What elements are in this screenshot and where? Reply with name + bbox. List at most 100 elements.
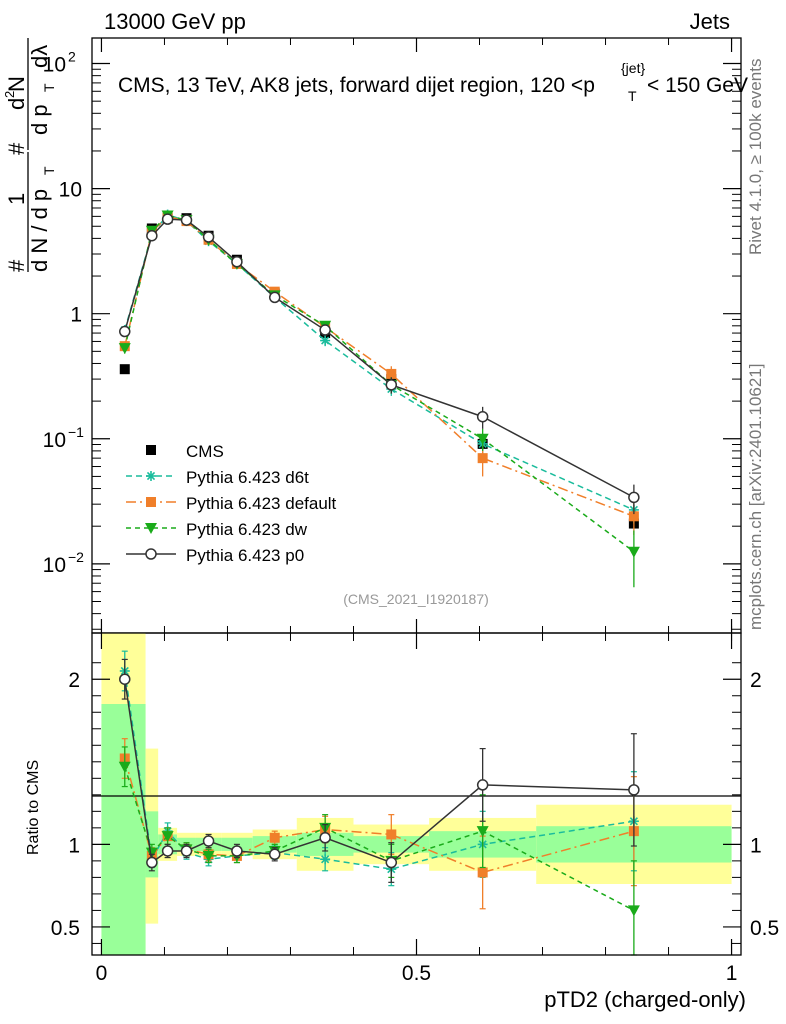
data-point: [118, 343, 131, 355]
main-panel-frame: [91, 37, 742, 634]
data-point: [477, 453, 488, 464]
legend-entry: Pythia 6.423 d6t: [126, 468, 309, 487]
ylabel-dN-dpT: d N / d p: [27, 189, 52, 272]
data-point: [231, 256, 243, 268]
legend-label: Pythia 6.423 p0: [186, 546, 304, 565]
main-y-tick-exponent: −2: [68, 549, 84, 565]
data-point: [628, 511, 639, 522]
legend-marker: [146, 445, 156, 455]
ratio-point: [161, 845, 174, 857]
data-point: [476, 433, 489, 445]
legend-entry: Pythia 6.423 default: [126, 494, 337, 513]
ratio-point: [476, 779, 489, 791]
legend-marker: [145, 548, 157, 560]
ratio-y-tick-label-left: 2: [68, 669, 80, 692]
ratio-point: [477, 867, 488, 878]
main-title-superscript: {jet}: [621, 60, 645, 76]
rivet-version-label: Rivet 4.1.0, ≥ 100k events: [746, 59, 765, 255]
ylabel-one: 1: [4, 193, 29, 205]
data-point: [119, 364, 130, 375]
ratio-point: [146, 856, 158, 869]
ratio-series-pythia-6-423-p0: [119, 658, 640, 883]
legend-label: Pythia 6.423 dw: [186, 520, 308, 539]
data-point: [319, 324, 331, 336]
x-tick-label: 0: [96, 962, 108, 985]
main-y-tick-exponent: −1: [68, 424, 84, 440]
ratio-point: [268, 848, 281, 861]
ylabel-d2N-d: d: [4, 98, 29, 110]
ylabel-hash-2: #: [4, 142, 29, 155]
data-point: [119, 325, 131, 338]
ratio-point: [476, 826, 489, 838]
main-y-tick-label: 10: [43, 554, 66, 577]
data-point: [268, 291, 281, 304]
data-point: [385, 379, 398, 391]
main-y-tick-label: 10: [59, 179, 82, 202]
x-axis-label: pTD2 (charged-only): [544, 987, 746, 1012]
analysis-watermark: (CMS_2021_I1920187): [343, 591, 489, 607]
data-point: [628, 491, 640, 504]
ratio-y-axis-label: Ratio to CMS: [25, 760, 42, 855]
ratio-point: [145, 847, 158, 859]
legend-marker: [145, 523, 157, 534]
data-point: [320, 335, 331, 346]
main-series-pythia-6-423-p0: [119, 213, 640, 515]
mcplots-reference-label: mcplots.cern.ch [arXiv:2401.10621]: [746, 364, 765, 630]
ratio-panel: 0.5 0.5 1 1 2 2 0 0.5 1 Ratio to CMS pTD2 (charg…: [25, 632, 779, 1012]
main-title-subscript: T: [628, 88, 637, 104]
main-title-tail: < 150 GeV: [647, 74, 748, 97]
ratio-axis-ticks: 0.5 0.5 1 1 2 2 0 0.5 1: [51, 633, 779, 985]
ylabel-hash-1: #: [4, 259, 29, 272]
header-process: 13000 GeV pp: [104, 9, 246, 34]
ratio-point: [386, 829, 397, 840]
ratio-panel-frame: [91, 632, 742, 956]
ylabel-T-sub-1: T: [41, 166, 57, 175]
ratio-y-tick-label-left: 0.5: [51, 917, 80, 940]
ratio-point: [119, 673, 131, 685]
legend: CMS Pythia 6.423 d6t Pythia 6.423 default P…: [126, 442, 337, 565]
ratio-y-tick-label-left: 1: [68, 834, 80, 857]
legend-entry: Pythia 6.423 dw: [126, 520, 308, 539]
ylabel-d2N-sup: 2: [2, 91, 17, 98]
main-y-tick-label: 10: [43, 54, 66, 77]
ratio-point: [319, 832, 331, 844]
data-point: [386, 368, 397, 379]
ratio-point: [320, 854, 331, 865]
x-tick-label: 1: [726, 962, 738, 985]
legend-entry: CMS: [146, 442, 224, 461]
main-y-axis-label: # 1 d N / d p T # d 2 N d p T dλ: [2, 38, 57, 272]
ratio-point: [231, 845, 243, 857]
ratio-series-group: [118, 650, 640, 956]
data-point: [180, 214, 193, 226]
data-point: [627, 546, 640, 558]
header-category: Jets: [690, 9, 730, 34]
ratio-point: [161, 831, 174, 843]
main-series-group: [118, 209, 640, 588]
main-y-tick-exponent: 2: [68, 49, 76, 65]
data-point: [202, 231, 215, 243]
ratio-point: [180, 845, 193, 857]
ratio-y-tick-label-right: 2: [750, 669, 762, 692]
ylabel-d2N-N: N: [4, 76, 29, 92]
legend-entry: Pythia 6.423 p0: [126, 546, 304, 565]
ylabel-T-sub-2: T: [41, 83, 57, 92]
main-title: CMS, 13 TeV, AK8 jets, forward dijet reg…: [118, 60, 748, 104]
ratio-band-1sigma: [101, 704, 146, 955]
ylabel-dlambda: dλ: [27, 45, 52, 68]
data-point: [476, 410, 489, 423]
ylabel-dpT: d p: [27, 104, 52, 135]
ratio-point: [202, 835, 215, 847]
main-y-tick-label: 1: [70, 304, 82, 327]
data-point: [146, 229, 158, 242]
ratio-point: [628, 784, 640, 796]
ratio-point: [269, 832, 280, 843]
ratio-point: [385, 856, 398, 869]
x-tick-label: 0.5: [402, 962, 431, 985]
ratio-point: [118, 761, 131, 773]
ratio-y-tick-label-right: 1: [750, 834, 762, 857]
legend-label: Pythia 6.423 d6t: [186, 468, 309, 487]
ratio-point: [202, 850, 215, 862]
legend-label: Pythia 6.423 default: [186, 494, 337, 513]
